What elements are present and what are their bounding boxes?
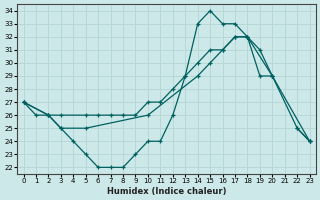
- X-axis label: Humidex (Indice chaleur): Humidex (Indice chaleur): [107, 187, 226, 196]
